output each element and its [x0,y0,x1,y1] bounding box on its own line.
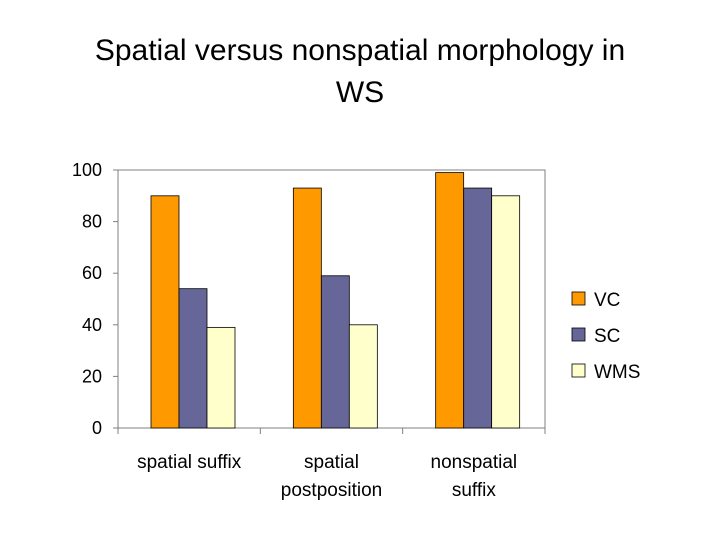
y-tick-label: 100 [72,160,102,180]
bar-sc [178,288,208,429]
legend-label-vc: VC [594,290,620,311]
x-category-label: spatial suffix [137,452,242,473]
legend-swatch-sc [571,327,586,342]
bar-wms [491,195,521,429]
x-category-label: nonspatial [431,452,518,473]
bar-sc [463,187,493,429]
x-category-label: suffix [452,480,497,501]
x-category-label: postposition [281,480,382,501]
legend-swatch-wms [571,363,586,378]
bar-vc [150,195,180,429]
legend: VC SC WMS [571,290,640,383]
bar-wms [348,324,378,429]
legend-swatch-vc [571,291,586,306]
chart-title-line-1: Spatial versus nonspatial morphology in [94,34,626,67]
y-tick-label: 40 [82,315,102,335]
x-category-label: spatial [304,452,359,473]
chart-title-line-2: WS [335,76,385,109]
y-tick-label: 60 [82,263,102,283]
y-tick-label: 20 [82,366,102,386]
bar-vc [435,172,465,429]
y-tick-label: 0 [92,418,102,438]
bar-wms [206,326,236,429]
plot-area: 0 20 40 60 80 100 spatial suffix spatial postpos… [72,160,546,501]
legend-label-wms: WMS [594,362,640,383]
bar-vc [292,187,322,429]
chart-title: Spatial versus nonspatial morphology in … [0,30,720,114]
legend-label-sc: SC [594,326,620,347]
y-tick-label: 80 [82,212,102,232]
bar-sc [320,275,350,429]
